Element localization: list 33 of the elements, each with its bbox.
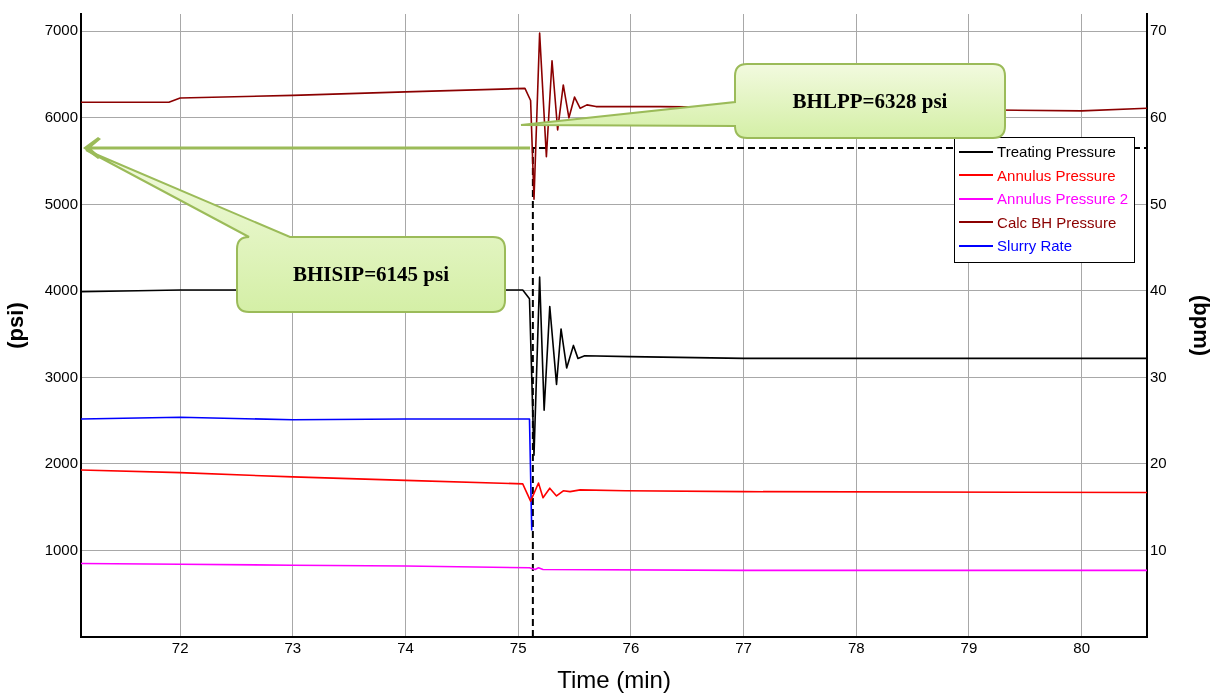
x-tick-label: 76 bbox=[622, 639, 640, 657]
legend-label: Treating Pressure bbox=[997, 142, 1116, 162]
x-tick-label: 75 bbox=[509, 639, 527, 657]
y2-tick-label: 40 bbox=[1150, 281, 1167, 299]
y-tick-label: 7000 bbox=[44, 21, 78, 39]
x-tick-label: 80 bbox=[1073, 639, 1090, 657]
y2-tick-label: 50 bbox=[1150, 194, 1167, 212]
y-tick-label: 2000 bbox=[44, 454, 78, 472]
y2-tick-label: 60 bbox=[1150, 107, 1167, 125]
x-axis-title: Time (min) bbox=[557, 666, 671, 694]
y2-tick-label: 70 bbox=[1150, 21, 1167, 39]
x-tick-label: 79 bbox=[960, 639, 978, 657]
annotation: BHLPP=6328 psi bbox=[791, 87, 949, 115]
x-tick-label: 74 bbox=[397, 639, 414, 657]
legend-label: Annulus Pressure 2 bbox=[997, 189, 1128, 209]
annotation: BHISIP=6145 psi bbox=[291, 261, 451, 288]
legend-label: Slurry Rate bbox=[997, 236, 1073, 256]
y2-axis-title: (bpm) bbox=[1188, 294, 1214, 357]
y-axis-title: (psi) bbox=[3, 302, 29, 349]
y-tick-label: 6000 bbox=[44, 107, 78, 125]
y2-tick-label: 20 bbox=[1150, 454, 1167, 472]
y-tick-label: 5000 bbox=[44, 194, 78, 212]
legend-label: Annulus Pressure bbox=[997, 165, 1116, 186]
y-tick-label: 4000 bbox=[44, 281, 78, 299]
y-tick-label: 3000 bbox=[44, 367, 78, 385]
y-tick-label: 1000 bbox=[44, 540, 78, 558]
y2-tick-label: 10 bbox=[1150, 540, 1167, 558]
y2-tick-label: 30 bbox=[1150, 367, 1167, 385]
legend-label: Calc BH Pressure bbox=[997, 212, 1117, 233]
x-tick-label: 78 bbox=[847, 639, 865, 657]
x-tick-label: 72 bbox=[171, 639, 189, 657]
x-tick-label: 73 bbox=[284, 639, 302, 657]
x-tick-label: 77 bbox=[735, 639, 752, 657]
